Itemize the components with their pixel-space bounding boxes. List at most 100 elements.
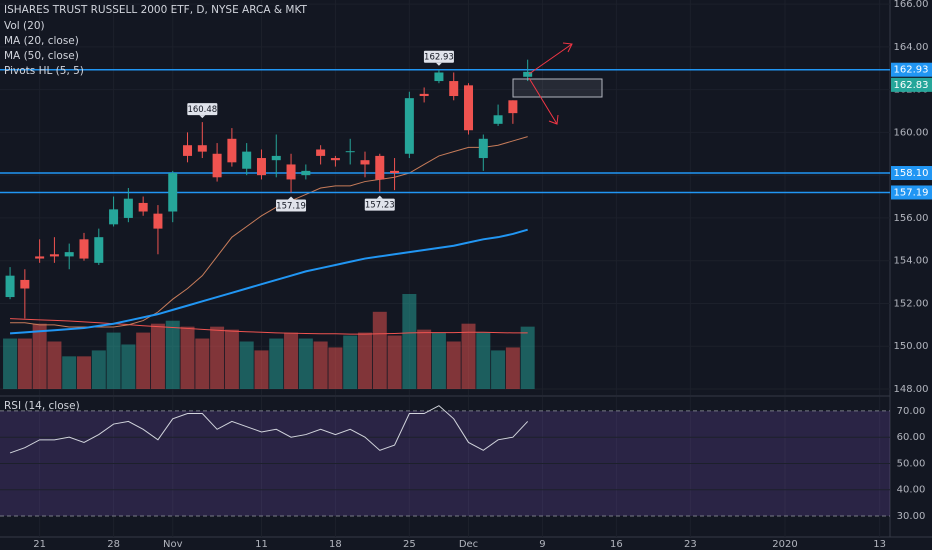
x-tick-label: 13	[873, 539, 886, 550]
x-tick-label: 16	[610, 539, 623, 550]
pivot-label-box	[423, 50, 454, 63]
candle-body	[153, 213, 163, 229]
candle-body	[404, 98, 414, 154]
volume-bar	[357, 332, 372, 389]
candle-body	[35, 256, 45, 259]
candle-body	[227, 138, 237, 163]
candle-body	[449, 81, 459, 97]
volume-bar	[505, 347, 520, 389]
volume-bar	[387, 335, 402, 389]
candle-body	[478, 138, 488, 159]
volume-bar	[239, 341, 254, 389]
volume-bar	[77, 356, 92, 389]
x-tick-label: 18	[329, 539, 342, 550]
x-tick-label: Dec	[459, 539, 478, 550]
level-label-box	[891, 62, 932, 77]
candle-body	[20, 279, 30, 289]
grid	[0, 410, 890, 517]
volume-bar	[461, 323, 476, 389]
y-tick-label: 50.00	[897, 458, 926, 469]
candle-body	[212, 153, 222, 178]
y-tick-label: 60.00	[897, 432, 926, 443]
candle-body	[168, 173, 178, 212]
volume-bar	[3, 338, 18, 389]
candle-body	[123, 198, 133, 218]
volume-bar	[431, 332, 446, 389]
volume-bar	[180, 326, 195, 389]
volume-bar	[446, 341, 461, 389]
legend-entry: RSI (14, close)	[4, 400, 80, 412]
volume-bar	[195, 338, 210, 389]
volume-ma-line	[10, 318, 528, 335]
chart-title: ISHARES TRUST RUSSELL 2000 ETF, D, NYSE …	[4, 4, 308, 16]
candle-body	[390, 170, 400, 174]
candle-body	[138, 202, 148, 212]
candle-body	[197, 145, 207, 152]
candle-body	[316, 149, 326, 156]
x-tick-label: 23	[684, 539, 697, 550]
volume-bar	[47, 341, 62, 389]
ma-line	[9, 228, 528, 335]
x-tick-label: 2020	[772, 539, 797, 550]
legend-entry: MA (50, close)	[4, 50, 79, 62]
y-tick-label: 152.00	[894, 298, 929, 309]
candle-body	[508, 100, 518, 114]
y-tick-label: 30.00	[897, 511, 926, 522]
level-label-box	[891, 185, 932, 200]
x-tick-label: Nov	[163, 539, 183, 550]
y-tick-label: 40.00	[897, 485, 926, 496]
legend-entry: Pivots HL (5, 5)	[4, 65, 84, 77]
candle-body	[360, 160, 370, 165]
volume-bar	[269, 338, 284, 389]
volume-bar	[313, 341, 328, 389]
candle-body	[419, 93, 429, 97]
volume-bar	[106, 332, 121, 389]
axes: 21 28 Nov 11 18 25 Dec 9 16 23 2020 13 148.00 150.00 1…	[33, 0, 932, 550]
pivot-pointer	[376, 195, 383, 199]
volume-bar	[372, 311, 387, 389]
volume-bar	[32, 323, 47, 389]
candle-body	[301, 170, 311, 176]
rsi-line	[9, 405, 529, 454]
candle-body	[5, 275, 15, 298]
y-tick-label: 70.00	[897, 406, 926, 417]
x-tick-label: 28	[107, 539, 120, 550]
candle-body	[109, 209, 119, 225]
x-tick-label: 21	[33, 539, 46, 550]
volume-bar	[91, 350, 106, 389]
volume-bar	[254, 350, 269, 389]
legend-entry: MA (20, close)	[4, 35, 79, 47]
volume-bar	[284, 332, 299, 389]
legend-entry: Vol (20)	[4, 20, 45, 32]
candle-body	[64, 252, 74, 257]
candle-body	[330, 158, 340, 161]
pivot-label: 160.48	[187, 105, 217, 115]
level-label: 157.19	[894, 187, 929, 198]
level-label: 162.93	[894, 65, 929, 76]
y-tick-label: 150.00	[894, 341, 929, 352]
candle-body	[434, 72, 444, 82]
volume-bar	[210, 326, 225, 389]
candle-body	[493, 115, 503, 124]
volume-bar	[417, 329, 432, 389]
x-tick-label: 25	[403, 539, 416, 550]
rsi-pane	[0, 397, 890, 537]
volume-bar	[17, 338, 32, 389]
pivot-label: 157.23	[365, 201, 395, 211]
y-tick-label: 156.00	[894, 213, 929, 224]
last-price-label: 162.83	[894, 80, 929, 91]
y-tick-label: 154.00	[894, 256, 929, 267]
candle-body	[464, 85, 474, 131]
volume-bar	[62, 356, 77, 389]
y-tick-label: 166.00	[894, 0, 929, 10]
pivot-pointer	[199, 115, 206, 119]
level-label: 158.10	[894, 168, 929, 179]
candle-body	[286, 164, 296, 180]
pivot-pointer	[288, 196, 295, 200]
pivot-label-box	[364, 198, 395, 211]
pivot-label-box	[187, 103, 218, 116]
y-tick-label: 160.00	[894, 127, 929, 138]
drawing-rectangle	[512, 78, 603, 98]
volume-bar	[520, 326, 535, 389]
candle-body	[94, 237, 104, 263]
